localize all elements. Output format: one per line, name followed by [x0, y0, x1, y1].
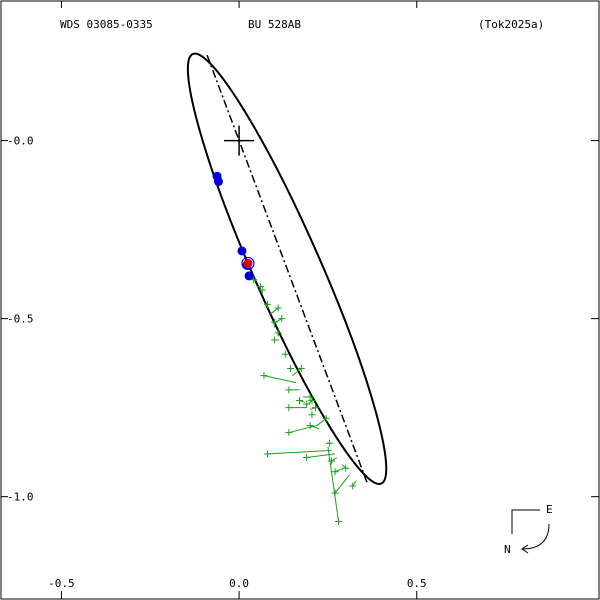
blue-point-4: [244, 271, 254, 281]
axis-tick-labels: -0.5 0.0 0.5 -0.0 -0.5 -1.0: [7, 135, 427, 590]
observation-residual-25: [267, 449, 332, 455]
predicted-point: [243, 258, 253, 268]
observation-residual-32: [327, 446, 340, 522]
compass-east-label: E: [546, 503, 553, 516]
line-of-nodes: [206, 54, 368, 483]
header-system-id: WDS 03085-0335: [60, 18, 153, 31]
predicted-point-ring: [241, 256, 255, 271]
observation-residual-30: [352, 480, 357, 487]
observation-residual-24: [288, 424, 318, 434]
observation-residual-31: [334, 474, 350, 494]
orbit-ellipse: [186, 52, 388, 485]
y-tick-label-1: -0.5: [7, 313, 34, 326]
predicted-position: [241, 256, 255, 271]
x-tick-label-1: 0.0: [229, 577, 249, 590]
observation-residual-26: [306, 453, 336, 458]
compass-axes: [511, 509, 540, 534]
compass: E N: [504, 503, 553, 556]
primary-star-marker: [224, 125, 255, 156]
observation-residual-27: [331, 457, 338, 462]
y-tick-label-2: -1.0: [7, 491, 34, 504]
observation-residual-11: [292, 368, 302, 376]
y-tick-label-0: -0.0: [7, 135, 34, 148]
observation-residual-17: [308, 400, 313, 405]
observation-residual-21: [316, 417, 327, 426]
x-tick-label-2: 0.5: [407, 577, 427, 590]
compass-north-label: N: [504, 543, 511, 556]
compass-arrow-icon: [521, 544, 529, 554]
header-reference: (Tok2025a): [478, 18, 544, 31]
compass-rotation-arc: [521, 523, 550, 550]
observation-residual-12: [263, 375, 297, 384]
observation-residual-4: [268, 307, 279, 316]
blue-point-2: [237, 246, 247, 256]
header-pair-name: BU 528AB: [248, 18, 301, 31]
blue-point-1: [213, 177, 223, 187]
observation-residual-28: [341, 464, 347, 469]
observation-residual-29: [334, 467, 345, 473]
observation-residual-22: [309, 424, 320, 430]
observations-series: [249, 275, 357, 526]
x-tick-label-0: -0.5: [48, 577, 75, 590]
